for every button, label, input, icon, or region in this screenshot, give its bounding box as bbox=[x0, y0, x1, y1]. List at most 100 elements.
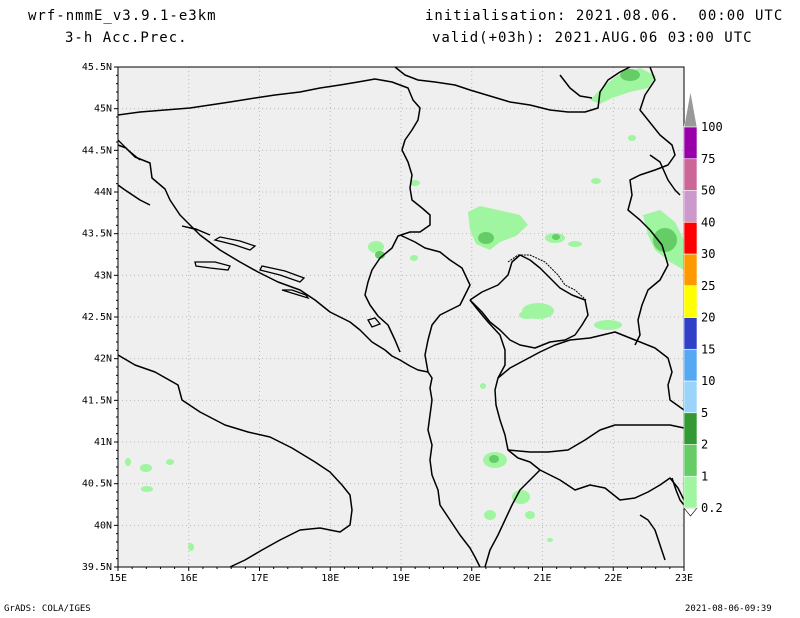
colorbar-top-arrow bbox=[683, 90, 698, 128]
colorbar-swatch bbox=[683, 380, 698, 414]
island bbox=[181, 225, 211, 236]
precip-patch bbox=[519, 311, 535, 319]
border-greece bbox=[507, 424, 685, 453]
lat-label: 42N bbox=[94, 354, 112, 365]
lon-label: 23E bbox=[675, 573, 693, 584]
lat-label: 45.5N bbox=[82, 62, 112, 73]
precip-patch bbox=[478, 232, 494, 244]
border-albania-east bbox=[469, 299, 541, 568]
colorbar-label: 5 bbox=[701, 406, 708, 420]
model-title: wrf-nmmE_v3.9.1-e3km bbox=[28, 8, 217, 24]
lat-label: 39.5N bbox=[82, 562, 112, 573]
colorbar-swatch bbox=[683, 221, 698, 255]
lat-label: 44N bbox=[94, 187, 112, 198]
precip-patch bbox=[525, 511, 535, 519]
colorbar-label: 10 bbox=[701, 374, 715, 388]
colorbar-swatch bbox=[683, 126, 698, 160]
precip-patch bbox=[591, 178, 601, 184]
precip-patch bbox=[484, 510, 496, 520]
lon-label: 18E bbox=[321, 573, 339, 584]
coastline-albania bbox=[427, 371, 481, 568]
lat-label: 42.5N bbox=[82, 312, 112, 323]
precip-patch bbox=[620, 69, 640, 81]
lon-label: 20E bbox=[463, 573, 481, 584]
lat-label: 43.5N bbox=[82, 229, 112, 240]
precip-patch bbox=[489, 455, 499, 463]
lon-label: 17E bbox=[250, 573, 268, 584]
border-bosnia bbox=[117, 78, 431, 353]
lat-label: 44.5N bbox=[82, 145, 112, 156]
lon-label: 22E bbox=[604, 573, 622, 584]
init-time: initialisation: 2021.08.06. 00:00 UTC bbox=[425, 8, 784, 24]
precip-patch bbox=[590, 68, 656, 104]
precip-patch bbox=[368, 241, 384, 253]
precip-patch bbox=[125, 458, 131, 466]
lat-label: 40.5N bbox=[82, 479, 112, 490]
border-east-fragment bbox=[649, 154, 681, 196]
precip-patch bbox=[512, 490, 530, 504]
colorbar-swatch bbox=[683, 317, 698, 350]
precip-patch bbox=[552, 234, 560, 240]
lon-label: 19E bbox=[392, 573, 410, 584]
colorbar-label: 75 bbox=[701, 152, 715, 166]
lat-label: 41N bbox=[94, 437, 112, 448]
island bbox=[259, 265, 306, 283]
precip-patches bbox=[125, 68, 684, 551]
coastline-peninsula bbox=[639, 514, 666, 561]
colorbar-swatch bbox=[683, 158, 698, 191]
colorbar-swatch bbox=[683, 412, 698, 445]
island bbox=[367, 317, 382, 328]
colorbar-swatch bbox=[683, 444, 698, 477]
islands bbox=[117, 139, 382, 328]
colorbar-label: 15 bbox=[701, 342, 715, 356]
colorbar-label: 1 bbox=[701, 469, 708, 483]
coastline-istria bbox=[117, 184, 151, 206]
lat-label: 41.5N bbox=[82, 395, 112, 406]
lat-label: 43N bbox=[94, 270, 112, 281]
island bbox=[194, 261, 231, 271]
border-montenegro bbox=[399, 234, 471, 373]
longitude-axis: 15E 16E 17E 18E 19E 20E 21E 22E 23E bbox=[109, 567, 693, 584]
border-serbia-bulgaria bbox=[634, 229, 669, 346]
colorbar-label: 100 bbox=[701, 120, 723, 134]
precip-patch bbox=[140, 464, 152, 472]
precip-patch bbox=[628, 135, 636, 141]
colorbar-label: 0.2 bbox=[701, 501, 723, 515]
colorbar-label: 50 bbox=[701, 184, 715, 198]
colorbar-swatch bbox=[683, 253, 698, 287]
precip-patch bbox=[653, 228, 677, 252]
valid-time: valid(+03h): 2021.AUG.06 03:00 UTC bbox=[432, 30, 753, 46]
lon-label: 16E bbox=[180, 573, 198, 584]
coastline-greece bbox=[539, 469, 685, 501]
lon-label: 15E bbox=[109, 573, 127, 584]
island bbox=[213, 236, 257, 251]
colorbar-swatch bbox=[683, 285, 698, 318]
lat-label: 45N bbox=[94, 104, 112, 115]
colorbar-label: 30 bbox=[701, 247, 715, 261]
colorbar-swatch bbox=[683, 190, 698, 223]
coastlines-borders bbox=[117, 66, 685, 568]
border-macedonia bbox=[497, 331, 685, 411]
precip-patch bbox=[410, 180, 420, 186]
dotted-border bbox=[507, 254, 587, 301]
latitude-axis: 45.5N 45N 44.5N 44N 43.5N 43N 42.5N 42N 41.5N 41N… bbox=[82, 62, 118, 573]
precip-patch bbox=[568, 241, 582, 247]
border-kosovo bbox=[469, 254, 589, 349]
coastline-italy bbox=[117, 354, 353, 568]
precip-patch bbox=[166, 459, 174, 465]
border-north-fragment bbox=[559, 74, 593, 99]
coastline-island-east bbox=[671, 477, 685, 506]
lon-label: 21E bbox=[533, 573, 551, 584]
colorbar-label: 40 bbox=[701, 215, 715, 229]
precip-patch bbox=[547, 538, 553, 542]
precip-patch bbox=[594, 320, 622, 330]
footer-credit: GrADS: COLA/IGES bbox=[4, 604, 91, 614]
colorbar-swatch bbox=[683, 348, 698, 382]
kosovo-dotted-border bbox=[507, 254, 587, 301]
precip-patch bbox=[188, 543, 194, 551]
footer-timestamp: 2021-08-06-09:39 bbox=[685, 604, 772, 614]
colorbar-swatch bbox=[683, 475, 698, 509]
precip-patch bbox=[375, 251, 385, 259]
